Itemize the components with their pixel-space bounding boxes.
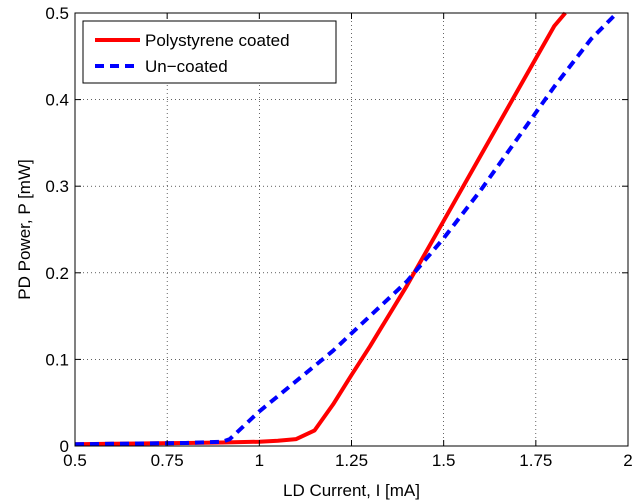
series-line-polystyrene-coated	[74, 11, 567, 447]
y-tick-label: 0.3	[45, 177, 69, 196]
legend-label-polystyrene-coated: Polystyrene coated	[145, 31, 290, 50]
grid-layer	[75, 13, 628, 446]
series-layer	[74, 11, 619, 447]
x-tick-label: 2	[623, 451, 632, 470]
x-tick-label: 1.5	[432, 451, 456, 470]
x-tick-label: 0.5	[63, 451, 87, 470]
y-axis-label: PD Power, P [mW]	[15, 159, 34, 299]
y-tick-label: 0.2	[45, 264, 69, 283]
tick-layer	[74, 12, 629, 447]
legend-box	[82, 20, 337, 84]
y-tick-label: 0.4	[45, 91, 69, 110]
x-axis-label: LD Current, I [mA]	[283, 481, 420, 500]
x-tick-label: 1	[255, 451, 264, 470]
y-tick-label: 0.5	[45, 4, 69, 23]
legend-label-un-coated: Un−coated	[145, 57, 228, 76]
x-tick-label: 1.25	[335, 451, 368, 470]
tick-label-layer: 0.5 0.75 1 1.25 1.5 1.75 2 0 0.1 0.2 0.3 0.4 0.5	[45, 4, 632, 470]
y-tick-label: 0	[60, 437, 69, 456]
x-tick-label: 1.75	[519, 451, 552, 470]
x-tick-label: 0.75	[151, 451, 184, 470]
y-tick-label: 0.1	[45, 350, 69, 369]
legend: Polystyrene coated Un−coated	[82, 20, 337, 84]
series-line-un-coated	[74, 11, 619, 447]
